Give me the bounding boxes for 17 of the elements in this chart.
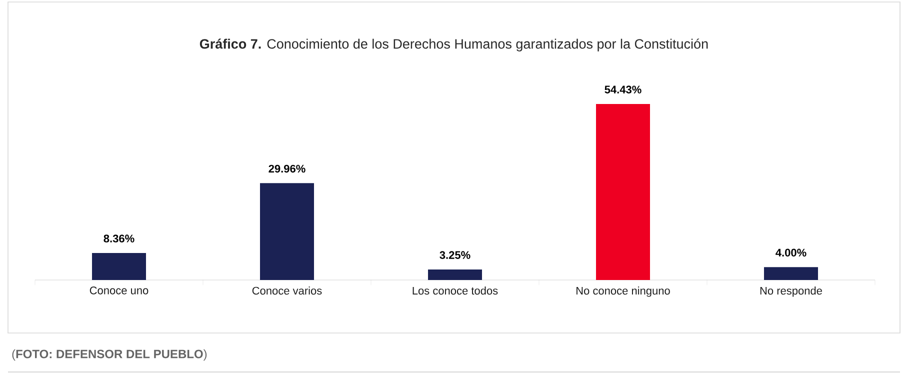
data-label: 29.96% (268, 164, 306, 173)
x-tick-label: Los conoce todos (412, 286, 498, 295)
x-tick-label: No conoce ninguno (576, 286, 670, 297)
data-label: 8.36% (104, 234, 134, 242)
data-label: 4.00% (776, 248, 806, 257)
x-tick-label: Conoce uno (90, 286, 148, 294)
bar (260, 183, 314, 280)
bar (92, 252, 146, 280)
bar (428, 269, 482, 280)
text: (FOTO: DEFENSOR DEL PUEBLO) (12, 349, 207, 361)
bar (596, 104, 650, 280)
x-tick-label: Conoce varios (252, 286, 322, 295)
x-tick-label: No responde (760, 286, 822, 297)
bar (764, 267, 818, 280)
chart-title: Gráfico 7. Conocimiento de los Derechos Humanos garantizados por la Constitución (200, 38, 708, 52)
data-label: 54.43% (604, 86, 642, 94)
data-label: 3.25% (440, 251, 470, 259)
